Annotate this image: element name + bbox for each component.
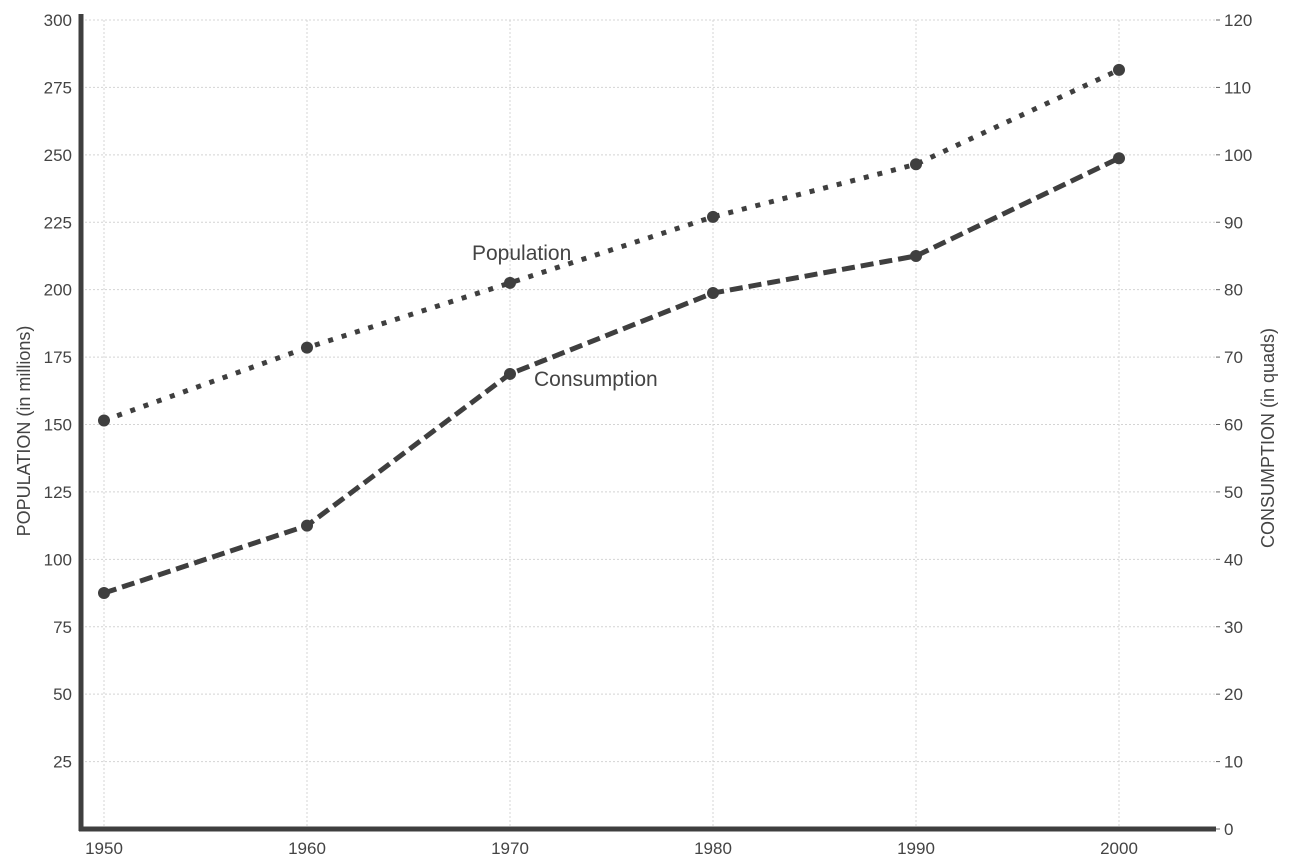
consumption-line	[103, 155, 1121, 596]
x-tick-label: 1960	[288, 839, 326, 858]
left-tick-label: 175	[44, 348, 72, 367]
population-point	[301, 341, 313, 354]
left-tick-label: 250	[44, 146, 72, 165]
right-tick-label: 80	[1224, 281, 1243, 300]
population-point	[98, 414, 110, 427]
left-tick-label: 200	[44, 281, 72, 300]
population-point	[910, 158, 922, 171]
right-tick-label: 70	[1224, 348, 1243, 367]
x-tick-label: 1980	[694, 839, 732, 858]
left-tick-label: 100	[44, 550, 72, 569]
grid-layer	[81, 19, 1216, 829]
consumption-point	[707, 287, 719, 300]
left-tick-label: 300	[44, 11, 72, 30]
x-tick-label: 1950	[85, 839, 123, 858]
consumption-point	[1113, 152, 1125, 165]
right-axis-title: CONSUMPTION (in quads)	[1258, 328, 1278, 548]
right-tick-label: 100	[1224, 146, 1252, 165]
right-tick-label: 110	[1224, 78, 1251, 97]
consumption-series-label: Consumption	[534, 368, 658, 391]
population-point	[1113, 63, 1125, 76]
right-tick-label: 20	[1224, 685, 1243, 704]
x-tick-label: 1990	[897, 839, 935, 858]
right-tick-label: 40	[1224, 550, 1243, 569]
population-point	[707, 210, 719, 223]
left-tick-label: 75	[53, 618, 72, 637]
population-line	[103, 67, 1121, 423]
x-tick-label: 1970	[491, 839, 529, 858]
consumption-point	[504, 367, 516, 380]
right-tick-label: 30	[1224, 618, 1243, 637]
population-point	[504, 276, 516, 289]
population-series-label: Population	[472, 242, 571, 265]
consumption-point	[910, 249, 922, 262]
right-tick-label: 90	[1224, 213, 1243, 232]
left-tick-label: 25	[53, 753, 72, 772]
right-tick-label: 120	[1224, 11, 1252, 30]
axis-layer	[78, 14, 1220, 832]
right-tick-label: 0	[1224, 820, 1233, 839]
series-layer	[98, 63, 1125, 600]
consumption-point	[301, 519, 313, 532]
left-axis-title: POPULATION (in millions)	[14, 326, 34, 537]
label-layer: 25 50 75 100 125 150 175 200 225 250 275 300 0 10 20 30…	[44, 11, 1253, 858]
right-tick-label: 50	[1224, 483, 1243, 502]
left-tick-label: 275	[44, 78, 72, 97]
left-tick-label: 150	[44, 416, 72, 435]
right-tick-label: 60	[1224, 416, 1243, 435]
left-tick-label: 225	[44, 213, 72, 232]
left-tick-label: 50	[53, 685, 72, 704]
right-tick-label: 10	[1224, 753, 1243, 772]
x-tick-label: 2000	[1100, 839, 1138, 858]
consumption-point	[98, 587, 110, 600]
left-tick-label: 125	[44, 483, 72, 502]
